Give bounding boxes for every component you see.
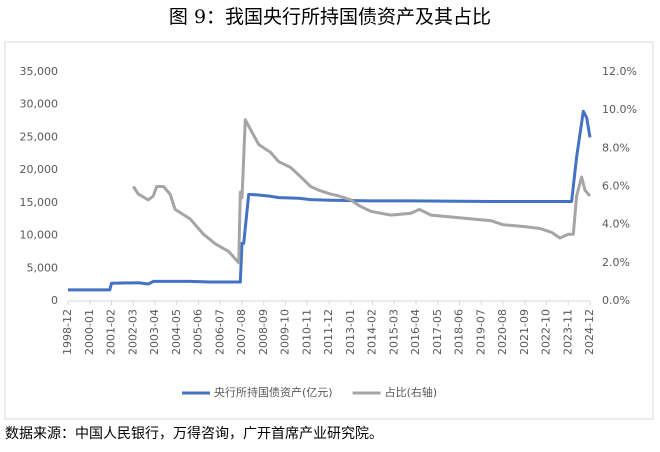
x-tick-label: 1998-12: [61, 309, 74, 355]
x-tick-label: 2021-09: [518, 309, 531, 355]
chart-frame: [4, 41, 654, 420]
x-tick-label: 2015-03: [387, 309, 400, 355]
source: 数据来源：中国人民银行，万得咨询，广开首席产业研究院。: [5, 425, 383, 442]
y-tick-label: 35,000: [20, 65, 59, 78]
y2-tick-label: 10.0%: [602, 103, 637, 116]
y-tick-label: 25,000: [20, 130, 59, 143]
series-line: [68, 109, 592, 292]
x-tick-label: 2016-04: [409, 309, 422, 355]
x-tick-label: 2020-08: [496, 309, 509, 355]
x-tick-label: 2006-07: [213, 309, 226, 355]
y2-tick-label: 8.0%: [602, 141, 630, 154]
x-tick-label: 2002-03: [126, 309, 139, 355]
x-tick-label: 2017-05: [431, 309, 444, 355]
x-tick-label: 2008-09: [257, 309, 270, 355]
y-tick-label: 15,000: [20, 196, 59, 209]
x-tick-label: 2018-06: [453, 309, 466, 355]
x-tick-label: 2005-06: [192, 309, 205, 355]
x-tick-label: 2011-12: [322, 309, 335, 355]
x-tick-label: 2001-02: [105, 309, 118, 355]
series-line: [132, 118, 592, 265]
y2-tick-label: 0.0%: [602, 294, 630, 307]
y-tick-label: 10,000: [20, 229, 59, 242]
x-tick-label: 2004-05: [170, 309, 183, 355]
x-tick-label: 2013-01: [344, 309, 357, 355]
y-tick-label: 20,000: [20, 163, 59, 176]
y-tick-label: 5,000: [27, 261, 59, 274]
y2-tick-label: 6.0%: [602, 180, 630, 193]
chart-title: 图 9：我国央行所持国债资产及其占比: [169, 6, 491, 28]
x-tick-label: 2000-01: [83, 309, 96, 355]
x-tick-label: 2003-04: [148, 309, 161, 355]
y2-tick-label: 2.0%: [602, 256, 630, 269]
y-tick-label: 30,000: [20, 98, 59, 111]
x-tick-label: 2023-11: [561, 309, 574, 355]
x-tick-label: 2007-08: [235, 309, 248, 355]
y-tick-label: 0: [51, 294, 58, 307]
y2-tick-label: 4.0%: [602, 218, 630, 231]
x-tick-label: 2009-10: [279, 309, 292, 355]
x-tick-label: 2022-10: [540, 309, 553, 355]
y2-tick-label: 12.0%: [602, 65, 637, 78]
legend-label: 央行所持国债资产(亿元): [214, 385, 333, 399]
x-tick-label: 2024-12: [583, 309, 596, 355]
x-tick-label: 2010-11: [300, 309, 313, 355]
x-tick-label: 2019-07: [474, 309, 487, 355]
x-tick-label: 2014-02: [366, 309, 379, 355]
legend-label: 占比(右轴): [385, 385, 438, 399]
